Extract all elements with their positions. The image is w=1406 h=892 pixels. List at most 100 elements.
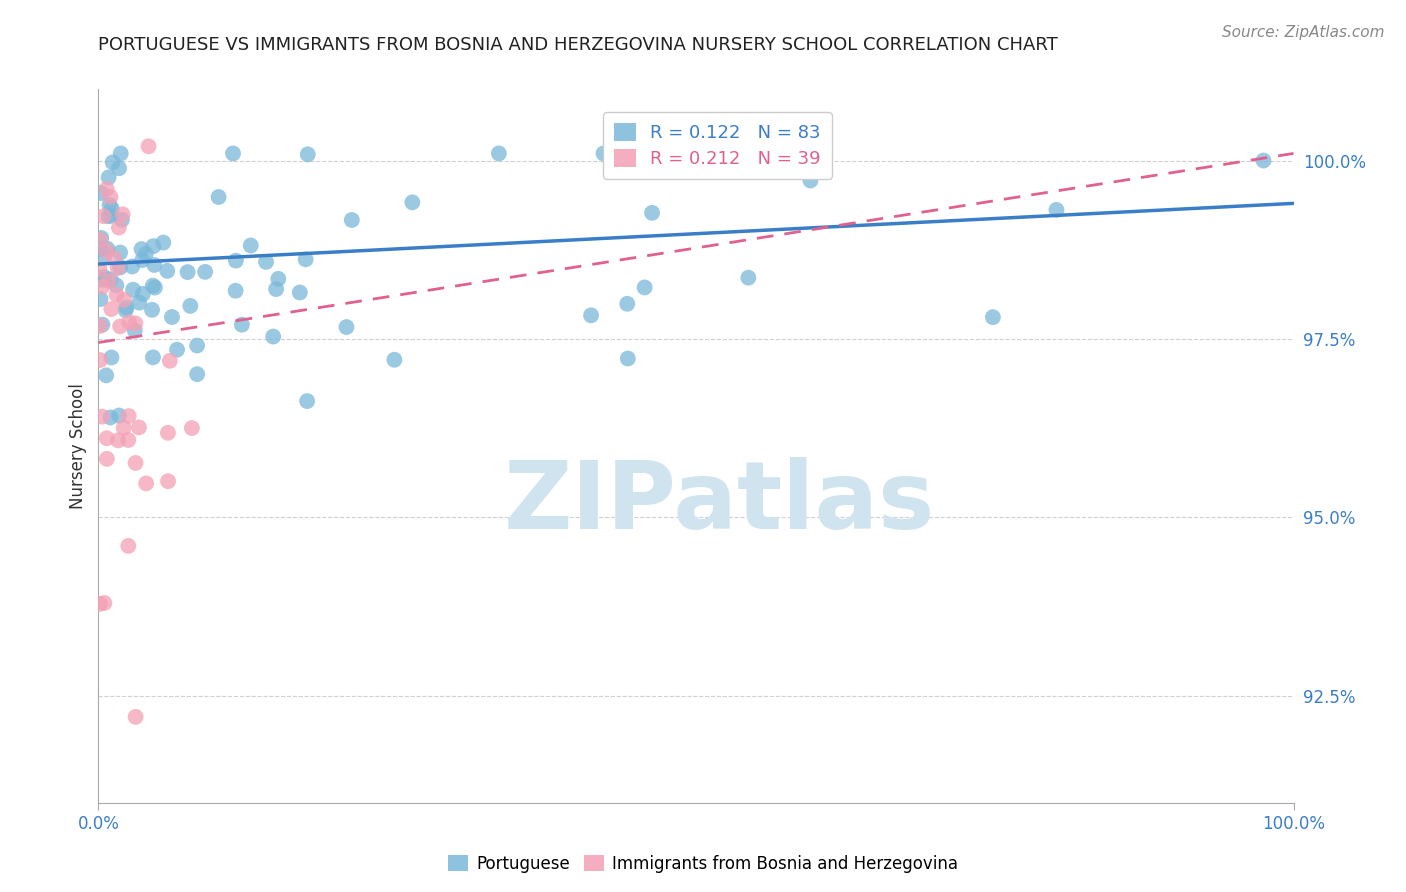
Point xyxy=(100,301,122,316)
Point xyxy=(98,274,121,288)
Point xyxy=(222,146,245,161)
Point xyxy=(90,231,112,245)
Point xyxy=(143,258,166,272)
Point xyxy=(89,262,111,277)
Point xyxy=(194,265,217,279)
Point xyxy=(118,409,141,423)
Point xyxy=(105,287,128,301)
Text: ZIPatlas: ZIPatlas xyxy=(505,457,935,549)
Point xyxy=(89,233,111,247)
Point xyxy=(105,278,128,293)
Point xyxy=(124,316,146,330)
Point xyxy=(124,456,146,470)
Legend: Portuguese, Immigrants from Bosnia and Herzegovina: Portuguese, Immigrants from Bosnia and H… xyxy=(441,848,965,880)
Point xyxy=(131,253,153,268)
Point xyxy=(101,155,124,169)
Point xyxy=(89,597,111,611)
Point xyxy=(118,315,141,329)
Point xyxy=(1253,153,1275,168)
Point xyxy=(93,596,115,610)
Point xyxy=(128,295,150,310)
Point xyxy=(100,410,122,425)
Point xyxy=(100,272,122,286)
Point xyxy=(981,310,1004,325)
Point xyxy=(159,354,181,368)
Point xyxy=(262,329,284,343)
Point xyxy=(108,161,131,176)
Point xyxy=(737,270,759,285)
Point xyxy=(186,338,208,352)
Point xyxy=(264,282,287,296)
Point xyxy=(384,352,406,367)
Point xyxy=(579,309,602,323)
Point xyxy=(111,207,134,221)
Point xyxy=(96,182,118,196)
Point xyxy=(160,310,183,324)
Point xyxy=(100,202,122,216)
Point xyxy=(799,173,821,187)
Point xyxy=(91,273,114,287)
Point xyxy=(108,260,131,275)
Point xyxy=(112,293,135,307)
Point xyxy=(97,209,120,223)
Text: PORTUGUESE VS IMMIGRANTS FROM BOSNIA AND HERZEGOVINA NURSERY SCHOOL CORRELATION : PORTUGUESE VS IMMIGRANTS FROM BOSNIA AND… xyxy=(98,36,1059,54)
Point xyxy=(107,260,129,275)
Point xyxy=(110,146,132,161)
Point xyxy=(112,420,135,434)
Point xyxy=(157,474,180,488)
Point xyxy=(267,272,290,286)
Point xyxy=(124,324,146,338)
Point xyxy=(97,170,120,185)
Point xyxy=(108,220,131,235)
Point xyxy=(93,269,115,284)
Point xyxy=(186,367,208,381)
Point xyxy=(131,242,153,256)
Point xyxy=(89,319,111,334)
Point xyxy=(90,186,112,200)
Point xyxy=(124,710,146,724)
Point xyxy=(207,190,229,204)
Point xyxy=(98,198,121,212)
Point xyxy=(89,242,111,256)
Point xyxy=(108,245,131,260)
Point xyxy=(1045,202,1067,217)
Y-axis label: Nursery School: Nursery School xyxy=(69,383,87,509)
Point xyxy=(138,139,160,153)
Point xyxy=(142,239,165,253)
Point xyxy=(128,420,150,434)
Point xyxy=(114,303,136,318)
Point xyxy=(135,247,157,261)
Point xyxy=(152,235,174,250)
Legend: R = 0.122   N = 83, R = 0.212   N = 39: R = 0.122 N = 83, R = 0.212 N = 39 xyxy=(603,112,832,179)
Point xyxy=(401,195,423,210)
Point xyxy=(641,206,664,220)
Point xyxy=(93,249,115,263)
Point xyxy=(96,368,118,383)
Point xyxy=(225,253,247,268)
Point xyxy=(617,351,640,366)
Point xyxy=(633,280,655,294)
Point xyxy=(108,409,131,423)
Point xyxy=(166,343,188,357)
Point xyxy=(115,301,138,315)
Point xyxy=(340,213,363,227)
Point xyxy=(108,319,131,334)
Point xyxy=(122,283,145,297)
Point xyxy=(488,146,510,161)
Point xyxy=(111,213,134,227)
Point xyxy=(107,434,129,448)
Point xyxy=(616,297,638,311)
Point xyxy=(142,278,165,293)
Point xyxy=(100,190,122,204)
Point xyxy=(121,260,143,274)
Point xyxy=(295,394,318,409)
Point xyxy=(141,302,163,317)
Point xyxy=(156,425,179,440)
Point xyxy=(176,265,198,279)
Point xyxy=(89,292,111,306)
Point xyxy=(117,433,139,447)
Point xyxy=(143,280,166,294)
Point xyxy=(89,353,111,368)
Point xyxy=(156,264,179,278)
Point xyxy=(225,284,247,298)
